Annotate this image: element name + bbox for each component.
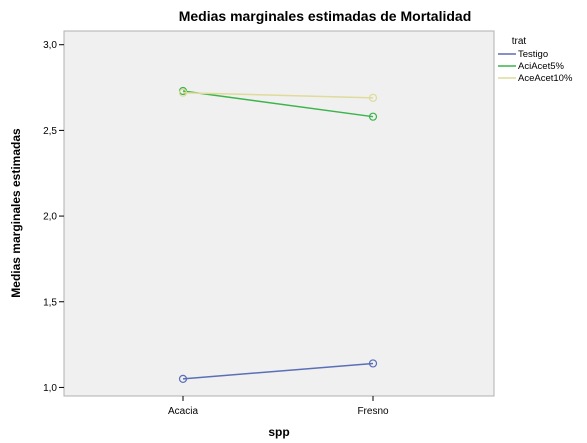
- y-axis-label: Medias marginales estimadas: [9, 128, 23, 298]
- series-line: [182, 362, 374, 380]
- legend-label: Testigo: [518, 49, 548, 60]
- data-point: [368, 93, 378, 102]
- chart-title: Medias marginales estimadas de Mortalida…: [179, 8, 472, 24]
- y-tick-label: 1,0: [43, 383, 57, 394]
- x-tick-label: Acacia: [168, 406, 198, 417]
- data-point: [178, 88, 188, 97]
- plot-area: [63, 30, 495, 397]
- y-axis: 1,0 1,5 2,0 2,5 3,0: [43, 40, 64, 394]
- series-line: [182, 90, 374, 118]
- data-point: [178, 374, 188, 383]
- legend-label: AciAcet5%: [518, 61, 564, 72]
- data-point: [368, 112, 378, 121]
- legend-title: trat: [512, 36, 527, 47]
- y-tick-label: 2,0: [43, 212, 57, 223]
- series-line: [182, 91, 374, 99]
- y-tick-label: 3,0: [43, 40, 57, 51]
- legend-label: AceAcet10%: [518, 73, 573, 84]
- y-tick-label: 1,5: [43, 297, 57, 308]
- series-layer: [178, 86, 378, 383]
- x-axis-label: spp: [268, 425, 289, 439]
- x-tick-label: Fresno: [357, 406, 389, 417]
- y-tick-label: 2,5: [43, 126, 57, 137]
- data-point: [368, 359, 378, 368]
- x-axis: Acacia Fresno: [168, 396, 389, 417]
